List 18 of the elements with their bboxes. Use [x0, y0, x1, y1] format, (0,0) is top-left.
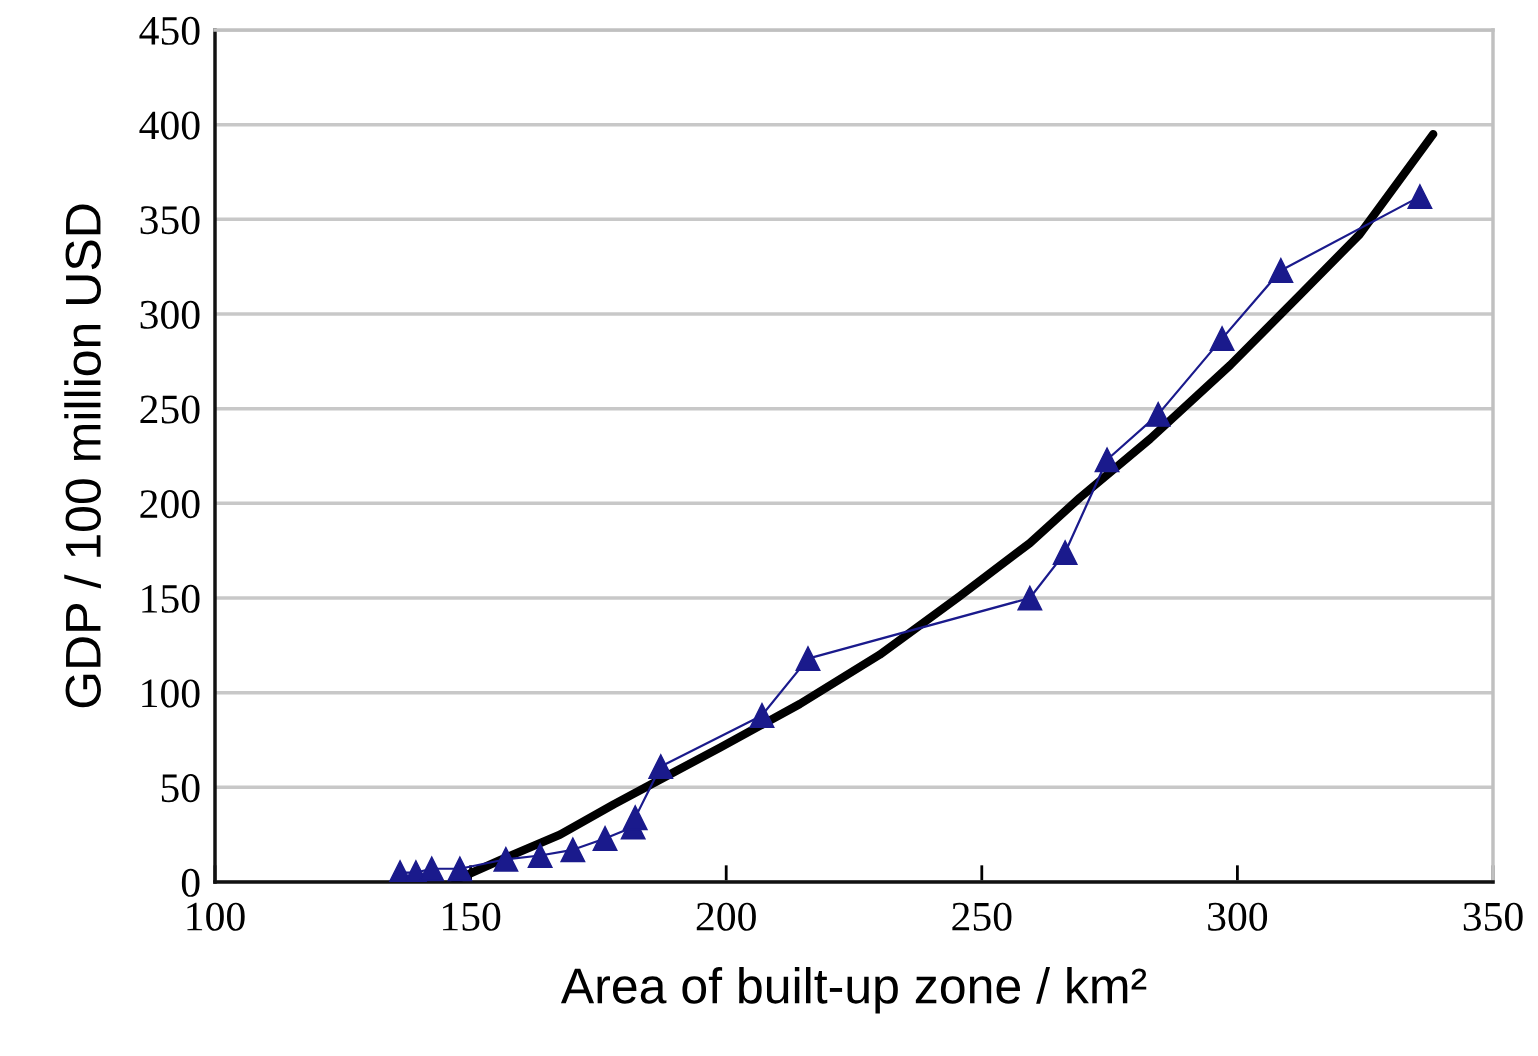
x-tick-label: 250 [952, 902, 1012, 931]
y-tick-label: 100 [142, 679, 200, 708]
y-tick-label: 250 [140, 395, 200, 424]
y-tick-label: 350 [140, 206, 200, 235]
y-tick-label: 150 [142, 584, 200, 613]
y-tick-label: 400 [139, 111, 200, 140]
y-tick-label: 200 [140, 490, 200, 519]
y-tick-label: 0 [181, 868, 200, 897]
x-tick-label: 200 [696, 902, 756, 931]
x-axis-title: Area of built-up zone / km² [560, 967, 1147, 1014]
x-tick-label: 350 [1463, 902, 1523, 931]
y-tick-label: 300 [140, 300, 200, 329]
x-tick-label: 150 [443, 902, 501, 931]
y-tick-label: 450 [139, 16, 200, 45]
x-tick-label: 100 [187, 902, 245, 931]
x-tick-label: 300 [1208, 902, 1268, 931]
y-tick-label: 50 [161, 774, 200, 803]
y-axis-title: GDP / 100 million USD [64, 204, 101, 708]
